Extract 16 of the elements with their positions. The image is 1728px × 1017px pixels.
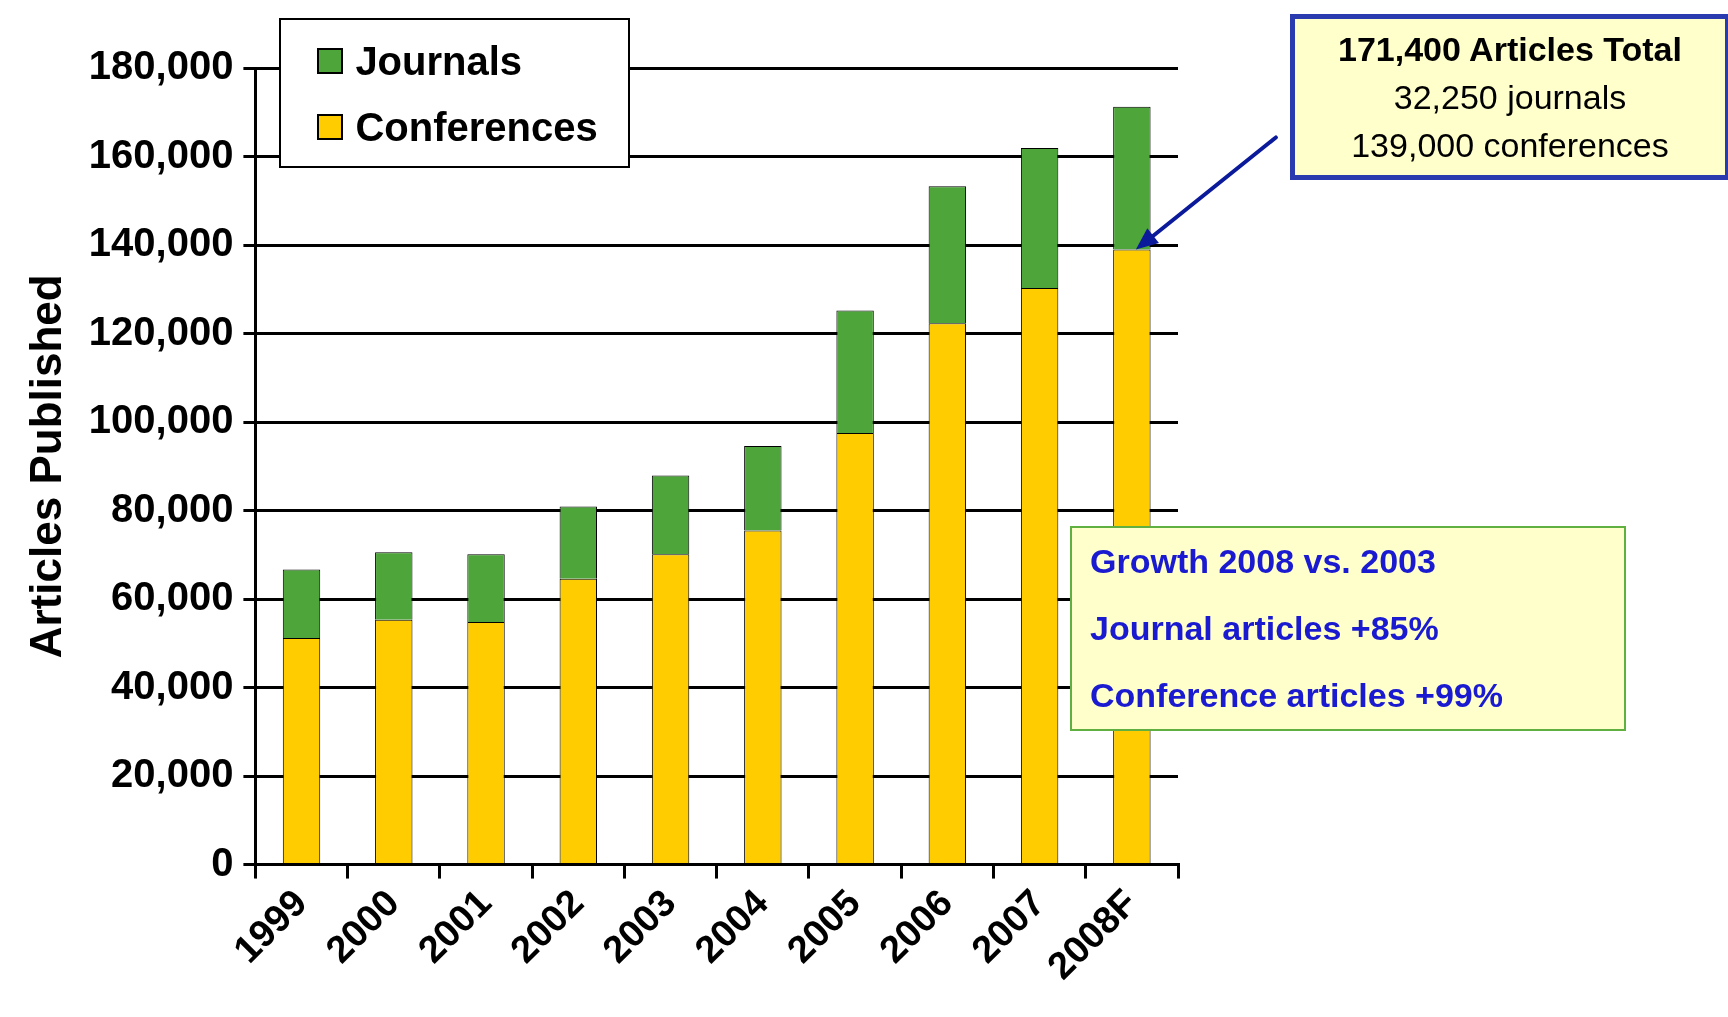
legend-label: Conferences xyxy=(355,104,598,151)
y-tick-label: 140,000 xyxy=(88,220,234,265)
y-tick-label: 100,000 xyxy=(88,397,234,442)
y-tick-label: 20,000 xyxy=(111,751,234,796)
y-tick-label: 120,000 xyxy=(88,308,234,353)
y-axis-title: Articles Published xyxy=(20,274,70,659)
legend-label: Journals xyxy=(355,38,523,85)
y-tick-label: 40,000 xyxy=(111,662,234,707)
note-box: Growth 2008 vs. 2003 Journal articles +85% Conference articles +99% xyxy=(1070,526,1626,731)
y-tick-label: 160,000 xyxy=(88,131,234,176)
annotation: Growth 2008 vs. 2003 Journal articles +85% Conference articles +99% xyxy=(1090,541,1504,716)
y-tick-label: 80,000 xyxy=(111,485,234,530)
y-tick-label: 180,000 xyxy=(88,43,234,88)
y-tick-label: 60,000 xyxy=(111,574,234,619)
note-box: 171,400 Articles Total 32,250 journals 139,000 conferences xyxy=(1290,14,1728,180)
y-tick-label: 0 xyxy=(211,839,234,884)
